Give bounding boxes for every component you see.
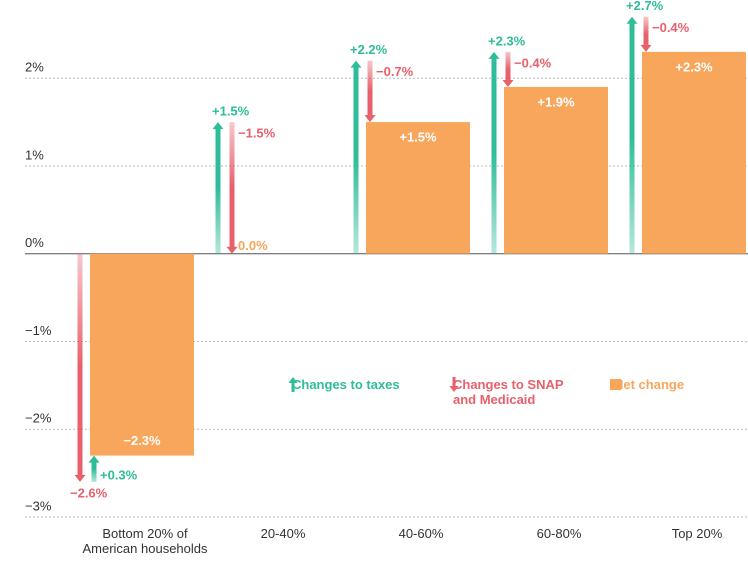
x-tick-label: 20-40% xyxy=(260,526,306,541)
y-tick-label: −3% xyxy=(25,498,52,513)
tax-label: +2.2% xyxy=(350,42,388,57)
net-bar xyxy=(366,122,470,254)
x-tick-label: Bottom 20% of American households xyxy=(82,526,208,556)
snap-label: −1.5% xyxy=(238,126,276,141)
snap-label: −2.6% xyxy=(70,485,108,500)
snap-label: −0.4% xyxy=(652,20,690,35)
net-label: +1.9% xyxy=(537,94,575,109)
net-label: −2.3% xyxy=(123,433,161,448)
tax-arrow xyxy=(350,60,362,254)
legend-item: Changes to taxes xyxy=(288,377,422,392)
snap-label: −0.7% xyxy=(376,64,414,79)
snap-arrow xyxy=(502,51,514,87)
y-tick-label: 0% xyxy=(25,235,44,250)
tax-arrow xyxy=(626,16,638,254)
legend-item: Changes to SNAP and Medicaid xyxy=(449,377,571,407)
y-tick-label: −2% xyxy=(25,411,52,426)
tax-label: +0.3% xyxy=(100,467,138,482)
tax-label: +2.7% xyxy=(626,0,664,13)
y-tick-label: 1% xyxy=(25,147,44,162)
x-tick-label: Top 20% xyxy=(671,526,723,541)
legend-label: Changes to taxes xyxy=(292,377,400,392)
legend-label: Net change xyxy=(614,377,685,392)
y-tick-label: −1% xyxy=(25,323,52,338)
y-tick-label: 2% xyxy=(25,60,44,75)
snap-arrow xyxy=(364,60,376,123)
snap-arrow xyxy=(640,16,652,52)
tax-label: +2.3% xyxy=(488,33,526,48)
net-label: +1.5% xyxy=(399,130,437,145)
x-tick-label: 40-60% xyxy=(398,526,444,541)
snap-label: −0.4% xyxy=(514,55,552,70)
net-bar xyxy=(504,86,608,254)
tax-label: +1.5% xyxy=(212,104,250,119)
net-bar xyxy=(90,253,194,456)
snap-arrow xyxy=(226,122,238,254)
tax-arrow xyxy=(212,122,224,254)
legend-item: Net change xyxy=(610,377,714,392)
snap-arrow xyxy=(74,253,86,482)
net-bar xyxy=(642,51,746,254)
x-tick-label: 60-80% xyxy=(536,526,582,541)
tax-arrow xyxy=(488,51,500,254)
tax-arrow xyxy=(88,455,100,482)
legend-label: Changes to SNAP and Medicaid xyxy=(453,377,564,407)
net-label: 0.0% xyxy=(238,238,268,253)
net-label: +2.3% xyxy=(675,59,713,74)
